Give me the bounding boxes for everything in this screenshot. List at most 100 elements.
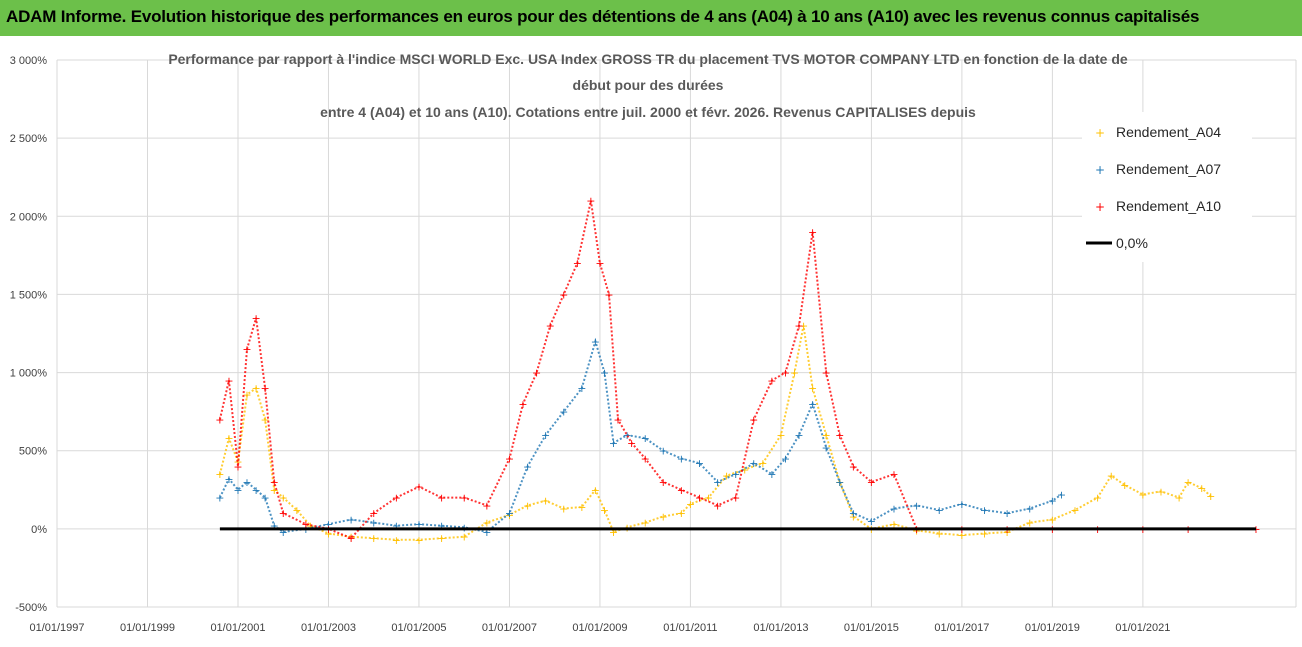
data-point: + (609, 437, 618, 450)
data-point: + (912, 524, 921, 537)
data-point: + (749, 457, 758, 470)
legend-label: Rendement_A10 (1116, 198, 1221, 214)
y-tick-label: 1 500% (10, 289, 48, 301)
x-tick-label: 01/01/2011 (663, 622, 717, 634)
data-point: + (523, 499, 532, 512)
data-point: + (822, 367, 831, 380)
data-point: + (505, 507, 514, 520)
data-point: + (980, 504, 989, 517)
data-point: + (559, 406, 568, 419)
data-point: + (591, 335, 600, 348)
data-point: + (505, 453, 514, 466)
data-point: + (609, 526, 618, 539)
data-point: + (677, 484, 686, 497)
data-point: + (822, 429, 831, 442)
data-point: + (641, 517, 650, 530)
data-point: + (392, 534, 401, 547)
data-point: + (781, 367, 790, 380)
data-point: + (523, 460, 532, 473)
data-point: + (808, 226, 817, 239)
data-point: + (414, 481, 423, 494)
data-point: + (532, 367, 541, 380)
data-point: + (279, 492, 288, 505)
series-trace (218, 337, 1062, 534)
data-point: + (613, 413, 622, 426)
x-tick-label: 01/01/2003 (301, 622, 356, 634)
data-point: + (437, 532, 446, 545)
data-point: + (677, 453, 686, 466)
data-point: + (270, 476, 279, 489)
data-point: + (586, 195, 595, 208)
data-point: + (749, 413, 758, 426)
data-point: + (215, 413, 224, 426)
y-tick-label: 1 000% (10, 368, 48, 380)
x-axis: 01/01/1997 01/01/1999 01/01/2001 01/01/2003… (29, 622, 1170, 634)
legend-marker: + (1095, 200, 1105, 214)
data-point: + (604, 288, 613, 301)
y-tick-label: 2 000% (10, 211, 48, 223)
x-tick-label: 01/01/2019 (1025, 622, 1080, 634)
data-point: + (414, 518, 423, 531)
data-point: + (794, 429, 803, 442)
data-point: + (369, 532, 378, 545)
data-point: + (767, 468, 776, 481)
data-point: + (1093, 492, 1102, 505)
data-point: + (251, 484, 260, 497)
data-point: + (437, 492, 446, 505)
data-point: + (482, 499, 491, 512)
data-point: + (346, 531, 355, 544)
x-tick-label: 01/01/2007 (482, 622, 537, 634)
data-point: + (1048, 495, 1057, 508)
data-point: + (686, 498, 695, 511)
data-point: + (799, 320, 808, 333)
data-point: + (215, 468, 224, 481)
x-tick-label: 01/01/2013 (753, 622, 808, 634)
data-point: + (324, 518, 333, 531)
data-point: + (215, 492, 224, 505)
data-point: + (559, 503, 568, 516)
data-point: + (414, 534, 423, 547)
data-point: + (849, 507, 858, 520)
data-point: + (1003, 507, 1012, 520)
data-point: + (808, 382, 817, 395)
data-point: + (641, 453, 650, 466)
data-point: + (369, 507, 378, 520)
legend-label: Rendement_A04 (1116, 124, 1221, 140)
data-point: + (704, 492, 713, 505)
y-tick-label: 2 500% (10, 133, 48, 145)
data-point: + (659, 445, 668, 458)
data-point: + (559, 288, 568, 301)
data-point: + (713, 499, 722, 512)
data-point: + (437, 520, 446, 533)
x-tick-label: 01/01/2009 (572, 622, 627, 634)
data-point: + (541, 429, 550, 442)
y-tick-label: -500% (15, 602, 47, 614)
data-point: + (695, 457, 704, 470)
x-tick-label: 01/01/1999 (120, 622, 175, 634)
data-point: + (224, 374, 233, 387)
x-tick-label: 01/01/2001 (210, 622, 265, 634)
data-point: + (292, 504, 301, 517)
x-tick-label: 01/01/2005 (391, 622, 446, 634)
data-point: + (889, 503, 898, 516)
legend-label: Rendement_A07 (1116, 161, 1221, 177)
data-point: + (279, 507, 288, 520)
data-point: + (1138, 488, 1147, 501)
data-point: + (591, 484, 600, 497)
page-title: ADAM Informe. Evolution historique des p… (6, 7, 1200, 26)
data-point: + (889, 468, 898, 481)
x-tick-label: 01/01/2017 (934, 622, 989, 634)
data-point: + (641, 432, 650, 445)
data-point: + (1206, 490, 1215, 503)
data-point: + (781, 453, 790, 466)
data-point: + (1107, 470, 1116, 483)
data-point: + (835, 476, 844, 489)
data-point: + (242, 476, 251, 489)
data-point: + (740, 463, 749, 476)
data-point: + (1156, 485, 1165, 498)
data-point: + (935, 504, 944, 517)
data-point: + (1184, 476, 1193, 489)
data-point: + (659, 476, 668, 489)
data-point: + (835, 429, 844, 442)
data-point: + (242, 388, 251, 401)
